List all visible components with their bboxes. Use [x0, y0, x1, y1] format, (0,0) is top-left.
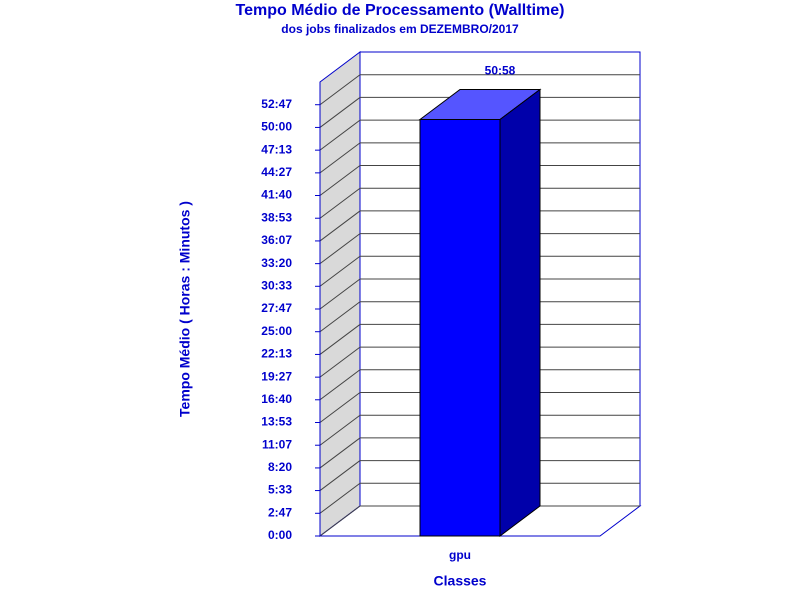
chart-title: Tempo Médio de Processamento (Walltime): [236, 2, 565, 19]
grid-line: [319, 392, 361, 423]
y-tick-label: 19:27: [261, 369, 292, 383]
grid-line: [319, 187, 361, 219]
y-tick-label: 44:27: [261, 165, 292, 179]
y-tick-label: 11:07: [262, 437, 292, 451]
y-tick-label: 30:33: [261, 278, 292, 292]
grid-line: [319, 324, 361, 355]
bar-side: [499, 88, 541, 537]
y-tick-label: 47:13: [261, 142, 292, 156]
grid-line: [319, 369, 361, 401]
y-tick-label: 22:13: [261, 347, 292, 361]
y-tick-label: 5:33: [268, 483, 292, 497]
grid-line: [319, 301, 361, 333]
y-tick-label: 52:47: [261, 97, 292, 111]
y-tick-label: 50:00: [261, 120, 292, 134]
y-tick-label: 41:40: [261, 188, 292, 202]
y-tick-label: 36:07: [261, 233, 292, 247]
y-tick-label: 2:47: [268, 505, 292, 519]
chart-subtitle: dos jobs finalizados em DEZEMBRO/2017: [281, 22, 519, 36]
grid-line: [319, 505, 361, 537]
grid-line: [319, 482, 361, 514]
grid-line: [319, 414, 361, 446]
grid-line: [319, 119, 361, 151]
y-tick-label: 27:47: [261, 301, 292, 315]
y-tick-label: 25:00: [261, 324, 292, 338]
grid-line: [319, 97, 361, 128]
y-tick-label: 13:53: [261, 415, 292, 429]
y-tick-label: 16:40: [261, 392, 292, 406]
grid-line: [319, 460, 361, 491]
y-tick-label: 38:53: [261, 210, 292, 224]
y-tick-label: 0:00: [268, 528, 292, 542]
x-tick-label: gpu: [449, 548, 471, 562]
y-tick-label: 33:20: [261, 256, 292, 270]
x-axis-label: Classes: [434, 573, 487, 589]
grid-line: [319, 165, 361, 196]
y-tick-label: 8:20: [268, 460, 292, 474]
grid-line: [319, 210, 361, 242]
y-axis-label: Tempo Médio ( Horas : Minutos ): [177, 201, 193, 417]
grid-line: [319, 255, 361, 287]
grid-line: [319, 278, 361, 310]
grid-line: [319, 142, 361, 174]
grid-line: [319, 437, 361, 469]
value-label: 50:58: [485, 64, 516, 78]
grid-line: [319, 74, 361, 106]
grid-line: [319, 346, 361, 378]
grid-line: [319, 233, 361, 265]
bar: [419, 119, 501, 537]
